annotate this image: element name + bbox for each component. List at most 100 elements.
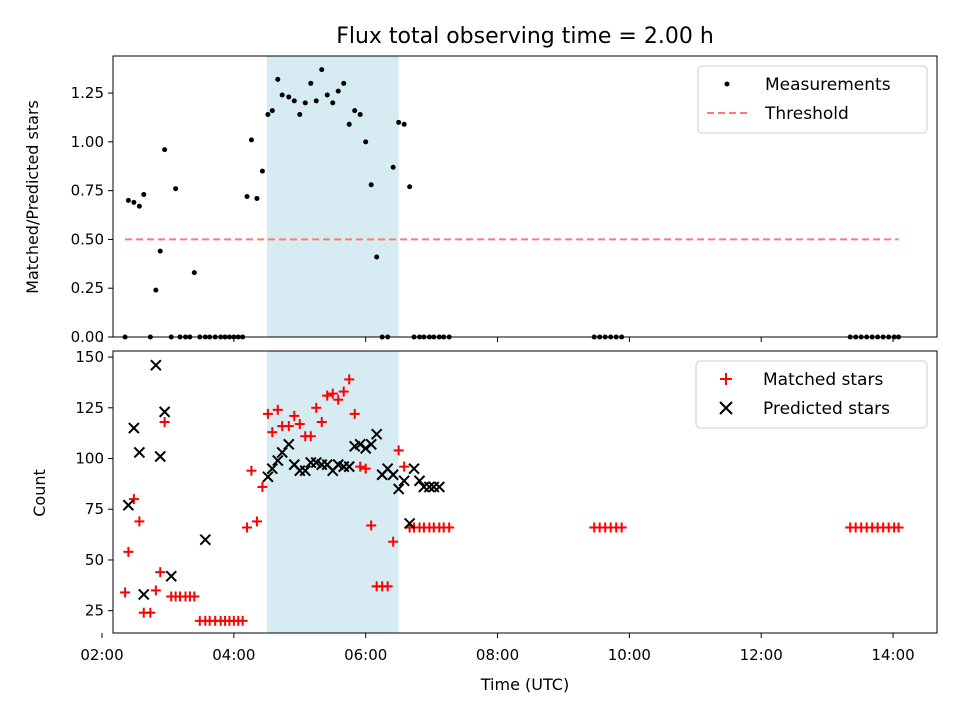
predicted-star-point: [283, 438, 295, 451]
predicted-star-point: [392, 483, 405, 495]
bottom-xtick-label: 02:00: [80, 646, 123, 664]
matched-star-point: [128, 494, 139, 505]
measurement-point: [157, 248, 163, 254]
measurement-point: [313, 98, 319, 104]
measurement-point: [401, 121, 407, 127]
predicted-star-stroke-b: [272, 454, 284, 467]
bottom-axis-ticks: 25 50 75 100 125 150 02:00 04:00 06:00 08:00 10:00…: [75, 348, 914, 664]
predicted-star-point: [158, 406, 171, 418]
matched-star-point: [366, 520, 377, 531]
predicted-star-point: [150, 359, 162, 371]
predicted-star-point: [387, 469, 399, 481]
predicted-star-stroke-b: [288, 458, 300, 471]
predicted-star-stroke-b: [154, 450, 166, 463]
matched-star-point: [360, 463, 371, 474]
predicted-star-point: [276, 446, 288, 459]
predicted-star-stroke-b: [343, 460, 355, 473]
predicted-star-stroke-b: [370, 428, 383, 440]
predicted-star-point: [154, 450, 166, 463]
measurement-point: [308, 80, 314, 86]
measurement-point: [374, 254, 380, 260]
bottom-xtick-label: 06:00: [344, 646, 387, 664]
measurement-point: [357, 112, 363, 118]
bottom-ylabel: Count: [30, 469, 49, 517]
legend-label-matched-stars: Matched stars: [763, 370, 883, 390]
measurement-point: [279, 92, 285, 98]
matched-star-point: [242, 522, 253, 533]
chart-title: Flux total observing time = 2.00 h: [336, 24, 714, 49]
matched-star-point: [344, 374, 355, 385]
matched-star-point: [145, 607, 156, 618]
predicted-star-point: [343, 460, 355, 473]
measurement-point: [407, 184, 413, 190]
measurement-point: [286, 94, 292, 100]
measurement-point: [244, 194, 250, 199]
legend-marker-matched-stars: [720, 373, 732, 385]
bottom-xtick-label: 08:00: [476, 646, 519, 664]
top-ytick-label: 0.50: [71, 230, 104, 248]
measurement-point: [259, 168, 265, 174]
predicted-star-stroke-b: [365, 438, 377, 451]
predicted-star-point: [365, 438, 377, 451]
bottom-panel: 25 50 75 100 125 150 02:00 04:00 06:00 08:00 10:00…: [30, 348, 938, 694]
matched-star-point: [388, 536, 399, 547]
measurement-point: [131, 199, 137, 205]
measurement-point: [153, 287, 159, 293]
legend-marker-predicted-stars: [719, 401, 733, 415]
measurement-point: [341, 80, 347, 86]
predicted-star-stroke-b: [150, 359, 162, 371]
bottom-xtick-label: 14:00: [871, 646, 914, 664]
predicted-star-stroke-b: [433, 481, 446, 493]
matched-star-point: [246, 465, 257, 476]
bottom-legend: Matched stars Predicted stars: [695, 360, 928, 429]
measurement-point: [297, 112, 303, 118]
matched-star-point: [150, 585, 161, 596]
predicted-star-point: [128, 422, 140, 434]
matched-star-point: [251, 516, 262, 527]
bottom-ytick-label: 100: [75, 450, 104, 468]
predicted-star-stroke-b: [283, 438, 295, 451]
bottom-ytick-label: 25: [85, 602, 104, 620]
top-legend-box: [697, 65, 928, 134]
predicted-star-stroke-b: [128, 422, 140, 434]
predicted-star-point: [122, 499, 135, 511]
matched-star-point: [189, 591, 200, 602]
predicted-star-stroke-b: [398, 475, 410, 487]
bottom-ytick-label: 50: [85, 551, 104, 569]
predicted-star-stroke-b: [321, 458, 333, 471]
bottom-data-marks: [120, 359, 904, 626]
measurement-point: [248, 137, 254, 143]
measurement-point: [363, 139, 369, 145]
predicted-star-point: [138, 588, 150, 601]
predicted-star-stroke-b: [122, 499, 135, 511]
measurement-point: [269, 108, 275, 114]
matched-star-point: [399, 461, 410, 472]
top-ytick-label: 0.75: [71, 182, 104, 200]
measurement-point: [330, 100, 336, 106]
matched-star-point: [349, 408, 360, 419]
top-ylabel: Matched/Predicted stars: [23, 100, 42, 294]
measurement-point: [162, 147, 168, 153]
matched-star-point: [257, 481, 268, 492]
measurement-point: [335, 88, 341, 94]
predicted-star-point: [359, 442, 372, 455]
legend-marker-measurements: [724, 81, 730, 87]
predicted-star-stroke-b: [266, 462, 279, 475]
matched-star-point: [327, 388, 338, 399]
predicted-star-stroke-b: [299, 464, 311, 477]
matched-star-point: [305, 431, 316, 442]
predicted-star-point: [199, 533, 211, 546]
predicted-star-point: [165, 570, 177, 582]
measurement-point: [302, 100, 308, 106]
predicted-star-stroke-b: [392, 483, 405, 495]
matched-star-point: [316, 417, 327, 428]
measurement-point: [352, 108, 358, 114]
measurement-point: [265, 112, 271, 118]
predicted-star-point: [354, 438, 366, 451]
predicted-star-stroke-b: [354, 438, 366, 451]
predicted-star-point: [423, 481, 436, 493]
bottom-legend-box: [695, 360, 928, 429]
measurement-point: [136, 203, 142, 209]
predicted-star-stroke-b: [408, 462, 420, 475]
predicted-star-stroke-b: [276, 446, 288, 459]
